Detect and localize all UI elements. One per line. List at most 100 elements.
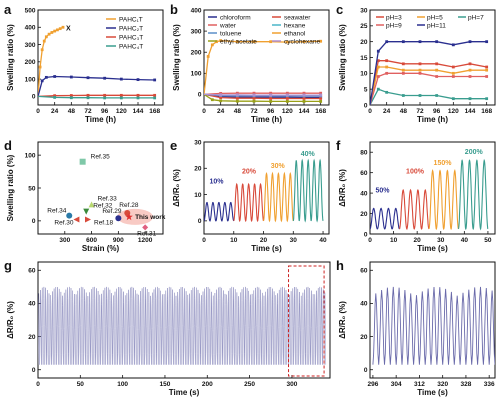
legend-entry: pH=7 [468,14,484,21]
point-label: This work [135,214,166,221]
y-tick-label: 0 [364,102,368,109]
plot-frame [37,9,164,106]
x-tick-label: 72 [416,108,424,115]
x-tick-label: 168 [481,108,492,115]
y-axis-label: ΔR/R₀ (%) [338,169,347,207]
data-point [376,65,380,69]
y-tick-label: 5 [364,86,368,93]
plot-area [370,158,489,231]
x-tick-label: 328 [461,381,472,388]
data-point [119,96,123,100]
data-point [468,75,472,78]
data-point [42,39,46,43]
y-tick-label: 0 [364,231,368,238]
x-tick-label: 168 [149,108,160,115]
legend-entry: seawater [284,14,311,21]
x-tick-label: 600 [86,237,97,244]
legend-entry: pH=9 [386,22,402,29]
data-point [485,40,489,44]
data-point [451,75,455,78]
data-point [302,93,306,97]
data-point [385,40,389,44]
data-point [319,100,323,103]
x-tick-label: 300 [286,381,297,388]
data-point [219,99,223,103]
data-point [485,75,489,78]
data-point [235,96,239,100]
segment-line-3 [428,169,459,231]
data-point [319,93,323,97]
data-point [401,71,405,75]
scatter-point [83,208,90,215]
data-point [401,40,405,44]
legend-entry: cyclohexane [284,38,321,45]
segment-line-1 [370,207,400,230]
x-tick-label: 50 [484,237,492,244]
y-axis-label: Swelling ratio (%) [172,24,181,91]
data-point [40,79,44,83]
x-tick-label: 320 [437,381,448,388]
data-point [58,27,62,31]
x-tick-label: 250 [244,381,255,388]
data-point [269,91,273,95]
series-line-1 [204,93,321,99]
plot-area [204,158,324,223]
x-axis-label: Time (h) [85,115,116,124]
panel-b: b 0 24 48 72 96 120 144 168 0 100 200 300 400 Time (h)… [170,2,330,124]
y-tick-label: 15 [360,55,368,62]
point-label: Ref.30 [54,220,74,227]
series-line-3 [204,92,321,96]
panel-label: a [4,2,12,17]
data-point [269,97,273,100]
data-point [302,97,306,100]
point-label: Ref.35 [91,154,111,161]
data-point [285,100,289,103]
data-point [153,93,157,97]
x-tick-label: 100 [117,381,128,388]
series-line-4 [38,95,155,99]
x-tick-label: 120 [448,108,459,115]
data-point [285,40,289,44]
series-line-8 [204,93,321,96]
y-tick-label: 25 [360,23,368,30]
panel-f: f 0 10 20 30 40 50 0 20 40 60 80 Time (s) ΔR/R₀ (%) 50… [336,138,496,253]
data-point [252,99,256,103]
y-tick-label: 80 [360,150,368,157]
data-point [435,40,439,44]
data-point [61,25,65,29]
data-point [435,75,439,78]
scatter-point [85,216,91,223]
x-tick-label: 144 [465,108,476,115]
plot-frame [203,9,330,106]
plot-frame [37,261,331,379]
data-point [219,96,223,100]
panel-label: f [336,138,341,153]
data-point [47,32,51,36]
data-point [44,35,48,39]
data-point [219,39,223,43]
x-tick-label: 0 [36,108,40,115]
scatter-point [73,216,80,223]
y-tick-label: 300 [25,42,36,49]
data-point [86,76,90,80]
data-point [485,97,489,101]
data-point [119,77,123,81]
segment-label: 150% [434,160,453,167]
x-tick-label: 50 [77,381,85,388]
data-point [401,94,405,97]
segment-label: 40% [301,151,316,158]
panel-label: c [336,2,343,17]
segment-label: 20% [242,168,257,175]
data-point [136,93,140,97]
data-point [136,78,140,82]
x-tick-label: 300 [59,237,70,244]
y-tick-label: 500 [25,7,36,14]
y-tick-label: 20 [360,39,368,46]
series-line-4 [370,72,487,105]
y-axis-label: ΔR/R₀ (%) [172,169,181,207]
legend-entry: pH=5 [427,14,443,21]
data-point [252,91,256,95]
data-point [103,93,107,97]
zoom-region-box [288,265,325,377]
y-tick-label: 100 [25,76,36,83]
